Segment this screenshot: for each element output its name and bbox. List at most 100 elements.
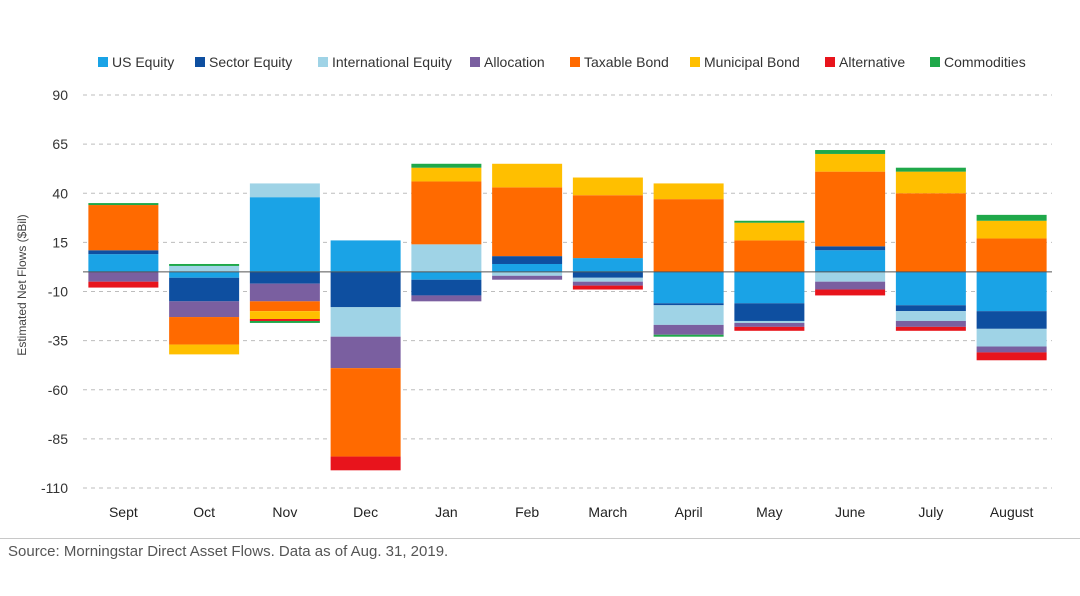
bar-sept-sector-equity: [88, 250, 159, 255]
gridlines: [83, 94, 1052, 489]
bar-august-commodities: [976, 214, 1047, 221]
x-tick-label: July: [918, 504, 943, 520]
bar-august-municipal-bond: [976, 220, 1047, 239]
bar-june-allocation: [815, 281, 886, 290]
bar-august-taxable-bond: [976, 238, 1047, 272]
chart: US Equity Sector Equity International Equi…: [15, 54, 1052, 520]
bar-may-allocation: [734, 322, 805, 327]
bar-jan-taxable-bond: [411, 181, 482, 245]
bar-march-us-equity: [572, 258, 643, 272]
bar-may-sector-equity: [734, 303, 805, 321]
legend-swatch: [825, 57, 835, 67]
bar-april-sector-equity: [653, 303, 724, 306]
x-tick-label: June: [835, 504, 866, 520]
bar-june-sector-equity: [815, 246, 886, 251]
bar-jan-allocation: [411, 295, 482, 302]
x-tick-label: Sept: [109, 504, 138, 520]
x-tick-label: May: [756, 504, 782, 520]
bar-may-us-equity: [734, 271, 805, 304]
bar-june-municipal-bond: [815, 153, 886, 172]
bar-nov-municipal-bond: [249, 311, 320, 320]
bar-dec-sector-equity: [330, 271, 401, 308]
y-tick-label: 15: [52, 234, 68, 250]
bar-april-us-equity: [653, 271, 724, 304]
legend-label: Alternative: [839, 54, 905, 70]
bar-oct-commodities: [169, 263, 240, 266]
bar-may-alternative: [734, 326, 805, 331]
y-tick-label: -85: [48, 431, 68, 447]
y-tick-label: -110: [41, 480, 68, 496]
bar-august-us-equity: [976, 271, 1047, 312]
bar-august-allocation: [976, 346, 1047, 353]
legend-swatch: [570, 57, 580, 67]
bar-sept-us-equity: [88, 254, 159, 272]
legend: US Equity Sector Equity International Equi…: [98, 54, 1026, 70]
bar-april-international-equity: [653, 305, 724, 325]
bar-april-allocation: [653, 324, 724, 335]
y-tick-label: 90: [52, 87, 68, 103]
bar-feb-municipal-bond: [492, 163, 563, 188]
bar-april-municipal-bond: [653, 183, 724, 200]
bar-nov-us-equity: [249, 197, 320, 272]
x-tick-label: April: [675, 504, 703, 520]
bar-nov-sector-equity: [249, 271, 320, 284]
bar-april-taxable-bond: [653, 199, 724, 272]
legend-label: Allocation: [484, 54, 545, 70]
y-tick-label: -35: [48, 333, 68, 349]
bar-nov-international-equity: [249, 183, 320, 198]
bar-jan-international-equity: [411, 244, 482, 272]
x-tick-labels: Sept Oct Nov Dec Jan Feb March April May June July…: [109, 504, 1034, 520]
bar-may-taxable-bond: [734, 240, 805, 272]
legend-swatch: [195, 57, 205, 67]
bar-march-sector-equity: [572, 271, 643, 278]
bar-sept-allocation: [88, 271, 159, 282]
bar-june-taxable-bond: [815, 171, 886, 247]
legend-label: International Equity: [332, 54, 452, 70]
legend-swatch: [690, 57, 700, 67]
bar-feb-allocation: [492, 275, 563, 280]
bar-august-alternative: [976, 352, 1047, 361]
bar-july-commodities: [895, 167, 966, 172]
x-tick-label: Jan: [435, 504, 458, 520]
bar-nov-allocation: [249, 283, 320, 302]
bar-nov-alternative: [249, 319, 320, 321]
x-tick-label: March: [588, 504, 627, 520]
bar-sept-alternative: [88, 281, 159, 288]
bar-may-municipal-bond: [734, 222, 805, 241]
bar-june-commodities: [815, 150, 886, 154]
y-tick-label: 40: [52, 185, 68, 201]
bar-feb-us-equity: [492, 263, 563, 272]
x-tick-label: Nov: [272, 504, 297, 520]
bar-dec-alternative: [330, 456, 401, 471]
bar-may-international-equity: [734, 320, 805, 323]
bar-july-alternative: [895, 326, 966, 331]
bar-july-allocation: [895, 320, 966, 327]
y-tick-label: -60: [48, 382, 68, 398]
legend-swatch: [930, 57, 940, 67]
y-tick-label: -10: [48, 284, 68, 300]
x-tick-label: Oct: [193, 504, 215, 520]
bar-feb-international-equity: [492, 271, 563, 276]
bar-august-sector-equity: [976, 311, 1047, 329]
bar-oct-municipal-bond: [169, 344, 240, 355]
bar-dec-taxable-bond: [330, 368, 401, 457]
legend-label: Sector Equity: [209, 54, 292, 70]
bar-nov-commodities: [249, 320, 320, 323]
bar-march-alternative: [572, 285, 643, 290]
y-axis-label: Estimated Net Flows ($Bil): [15, 214, 29, 355]
bar-sept-taxable-bond: [88, 205, 159, 251]
bar-dec-us-equity: [330, 240, 401, 272]
bar-oct-taxable-bond: [169, 317, 240, 345]
legend-label: Commodities: [944, 54, 1026, 70]
y-tick-labels: 90 65 40 15 -10 -35 -60 -85 -110: [41, 87, 68, 496]
bar-july-sector-equity: [895, 305, 966, 312]
bar-july-international-equity: [895, 311, 966, 321]
bar-sept-commodities: [88, 203, 159, 206]
bar-july-us-equity: [895, 271, 966, 306]
bar-august-international-equity: [976, 328, 1047, 347]
bar-march-allocation: [572, 281, 643, 286]
bar-oct-allocation: [169, 301, 240, 318]
bar-jan-commodities: [411, 163, 482, 168]
bar-oct-international-equity: [169, 265, 240, 272]
bar-june-us-equity: [815, 250, 886, 272]
